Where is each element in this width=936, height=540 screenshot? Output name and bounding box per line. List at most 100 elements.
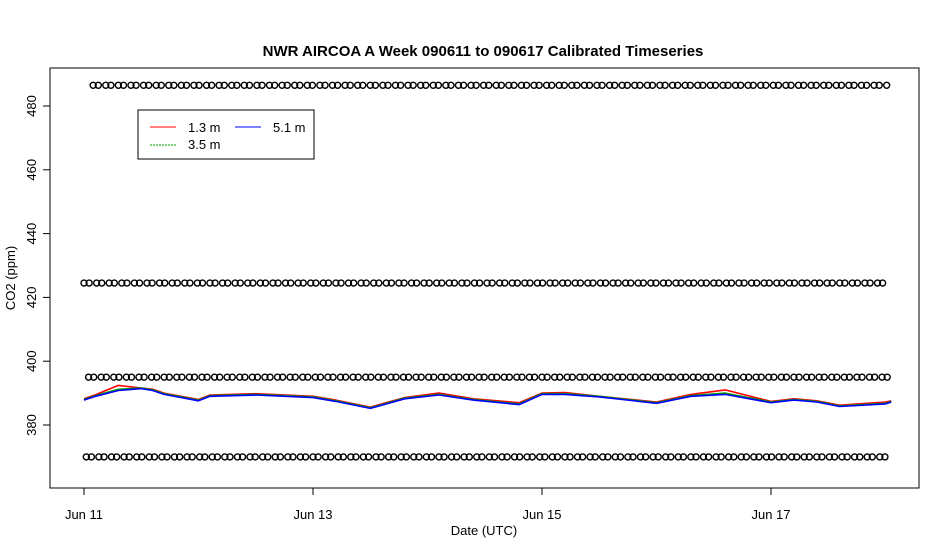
reference-marker bbox=[395, 279, 403, 287]
reference-marker bbox=[118, 279, 126, 287]
reference-marker bbox=[769, 81, 777, 89]
reference-marker bbox=[845, 81, 853, 89]
reference-marker bbox=[501, 279, 509, 287]
reference-marker bbox=[321, 453, 330, 461]
reference-marker bbox=[798, 279, 806, 287]
reference-marker bbox=[598, 81, 606, 89]
reference-marker bbox=[347, 453, 355, 461]
reference-marker bbox=[715, 279, 723, 287]
reference-marker bbox=[659, 279, 668, 287]
reference-marker bbox=[487, 373, 496, 381]
reference-marker bbox=[774, 81, 783, 89]
reference-marker bbox=[158, 453, 166, 461]
reference-marker bbox=[195, 81, 203, 89]
reference-marker bbox=[211, 279, 219, 287]
reference-marker bbox=[220, 81, 228, 89]
reference-marker bbox=[681, 81, 689, 89]
reference-marker bbox=[400, 279, 408, 287]
reference-marker bbox=[647, 279, 655, 287]
reference-marker bbox=[165, 373, 174, 381]
reference-marker bbox=[492, 81, 500, 89]
reference-marker bbox=[445, 279, 453, 287]
reference-marker bbox=[664, 279, 673, 287]
reference-marker bbox=[299, 279, 307, 287]
reference-marker bbox=[881, 453, 889, 461]
reference-marker bbox=[636, 81, 644, 89]
reference-marker bbox=[538, 279, 547, 287]
reference-marker bbox=[837, 81, 846, 89]
reference-marker bbox=[838, 453, 846, 461]
reference-marker bbox=[244, 279, 252, 287]
reference-marker bbox=[366, 81, 374, 89]
reference-marker bbox=[882, 81, 891, 89]
reference-marker bbox=[876, 453, 884, 461]
reference-marker bbox=[719, 373, 728, 381]
reference-marker bbox=[372, 453, 380, 461]
reference-marker bbox=[286, 279, 295, 287]
reference-marker bbox=[580, 81, 589, 89]
reference-marker bbox=[181, 279, 189, 287]
reference-marker bbox=[145, 453, 153, 461]
reference-marker bbox=[548, 81, 556, 89]
reference-marker bbox=[750, 453, 758, 461]
reference-marker bbox=[478, 453, 486, 461]
reference-marker bbox=[238, 453, 247, 461]
reference-marker bbox=[170, 453, 179, 461]
reference-marker bbox=[402, 453, 411, 461]
reference-marker bbox=[807, 81, 815, 89]
reference-marker bbox=[694, 81, 702, 89]
reference-marker bbox=[303, 81, 311, 89]
reference-marker bbox=[251, 453, 259, 461]
reference-marker bbox=[513, 373, 521, 381]
x-tick-label: Jun 17 bbox=[751, 507, 790, 522]
y-axis-label: CO2 (ppm) bbox=[3, 246, 18, 310]
reference-marker bbox=[689, 373, 697, 381]
reference-marker bbox=[332, 279, 340, 287]
reference-marker bbox=[102, 81, 110, 89]
reference-marker bbox=[714, 373, 723, 381]
reference-marker bbox=[240, 81, 249, 89]
reference-marker bbox=[153, 373, 161, 381]
reference-marker bbox=[132, 81, 140, 89]
reference-marker bbox=[193, 279, 202, 287]
reference-marker bbox=[510, 81, 518, 89]
reference-marker bbox=[447, 81, 455, 89]
reference-marker bbox=[208, 453, 216, 461]
reference-marker bbox=[571, 279, 579, 287]
reference-marker bbox=[107, 81, 115, 89]
reference-marker bbox=[233, 453, 242, 461]
reference-marker bbox=[253, 373, 262, 381]
reference-marker bbox=[327, 453, 335, 461]
reference-marker bbox=[560, 81, 569, 89]
reference-marker bbox=[357, 279, 365, 287]
reference-marker bbox=[702, 279, 711, 287]
reference-marker bbox=[762, 81, 770, 89]
reference-marker bbox=[392, 373, 400, 381]
reference-marker bbox=[246, 453, 254, 461]
reference-marker bbox=[442, 81, 450, 89]
reference-marker bbox=[740, 279, 748, 287]
reference-marker bbox=[178, 373, 186, 381]
reference-marker bbox=[283, 81, 291, 89]
reference-marker bbox=[349, 373, 357, 381]
reference-marker bbox=[258, 81, 266, 89]
reference-marker bbox=[785, 279, 794, 287]
reference-marker bbox=[719, 81, 727, 89]
reference-marker bbox=[94, 81, 103, 89]
reference-marker bbox=[823, 279, 831, 287]
reference-marker bbox=[856, 453, 864, 461]
reference-marker bbox=[790, 373, 798, 381]
reference-marker bbox=[304, 373, 312, 381]
reference-marker bbox=[290, 81, 299, 89]
reference-marker bbox=[367, 373, 375, 381]
reference-marker bbox=[546, 279, 554, 287]
reference-marker bbox=[727, 279, 736, 287]
reference-marker bbox=[711, 81, 720, 89]
reference-marker bbox=[161, 279, 169, 287]
reference-marker bbox=[624, 453, 632, 461]
reference-marker bbox=[296, 81, 304, 89]
reference-marker bbox=[498, 453, 506, 461]
reference-marker bbox=[651, 373, 660, 381]
reference-marker bbox=[460, 453, 468, 461]
reference-marker bbox=[727, 373, 735, 381]
